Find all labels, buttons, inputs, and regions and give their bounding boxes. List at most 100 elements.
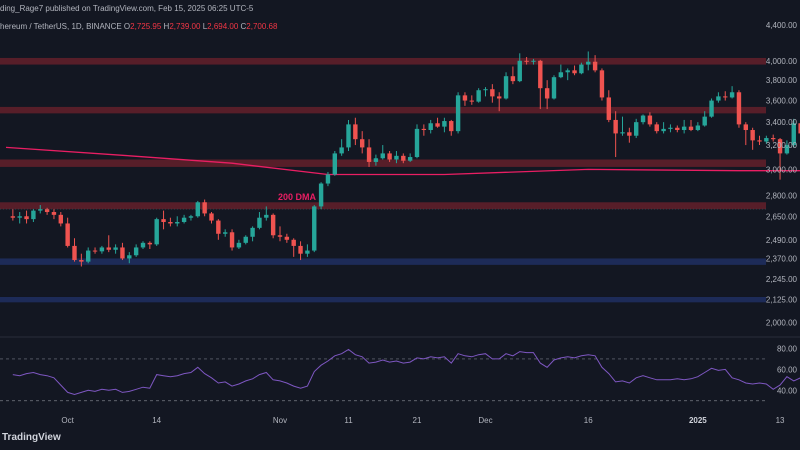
candle-body xyxy=(579,64,584,74)
candle-body xyxy=(551,77,557,99)
price-axis-label: 3,000.00 xyxy=(766,165,798,174)
candle-body xyxy=(346,124,351,148)
candle-body xyxy=(58,214,63,224)
candle-body xyxy=(483,89,488,91)
candle-body xyxy=(243,236,248,243)
time-axis-label: Dec xyxy=(478,416,492,425)
tradingview-logo-text: TradingView xyxy=(2,432,61,443)
symbol-ohlc-line: hereum / TetherUS, 1D, BINANCE O2,725.95… xyxy=(0,22,277,31)
candle-body xyxy=(716,96,721,101)
candle-body xyxy=(65,223,70,246)
candle-body xyxy=(675,127,680,131)
candle-body xyxy=(353,124,358,140)
ohlc-high: 2,739.00 xyxy=(169,22,201,31)
candle-body xyxy=(366,147,372,162)
price-axis-label: 3,200.00 xyxy=(766,141,798,150)
candle-body xyxy=(599,70,605,98)
candle-body xyxy=(175,222,180,224)
price-axis-label: 4,000.00 xyxy=(766,57,798,66)
candle-body xyxy=(133,247,139,256)
symbol-label: hereum / TetherUS, 1D, BINANCE xyxy=(0,22,122,31)
candle-body xyxy=(791,123,796,146)
candle-body xyxy=(223,232,228,234)
candle-body xyxy=(339,147,344,154)
candle-body xyxy=(277,235,283,237)
candle-body xyxy=(544,88,550,99)
candle-body xyxy=(216,220,221,234)
candle-body xyxy=(127,255,132,259)
candle-body xyxy=(681,126,687,131)
candle-body xyxy=(38,209,43,211)
time-axis-label: 13 xyxy=(776,416,785,425)
candle-body xyxy=(24,216,29,220)
candle-body xyxy=(476,90,481,102)
candle-body xyxy=(798,123,800,134)
time-axis-label: Nov xyxy=(273,416,287,425)
candle-body xyxy=(627,132,632,136)
candle-body xyxy=(750,130,755,141)
candle-body xyxy=(332,153,337,175)
ohlc-close-label: C xyxy=(240,22,247,31)
price-axis-label: 4,400.00 xyxy=(766,21,798,30)
candle-body xyxy=(407,157,413,161)
candle-body xyxy=(44,209,50,213)
candle-body xyxy=(394,155,399,160)
price-axis-label: 2,490.00 xyxy=(766,236,798,245)
candle-body xyxy=(51,212,57,215)
candle-body xyxy=(442,121,447,127)
candle-body xyxy=(435,123,440,127)
candle-body xyxy=(558,72,564,78)
candle-body xyxy=(421,128,427,131)
price-axis-label: 2,125.00 xyxy=(766,296,798,305)
candle-body xyxy=(503,76,509,99)
candle-body xyxy=(31,210,36,220)
candle-body xyxy=(229,232,235,248)
time-axis-label: 11 xyxy=(344,416,353,425)
candle-body xyxy=(257,217,262,228)
candle-body xyxy=(640,115,646,123)
candle-body xyxy=(709,100,714,117)
price-axis-label: 2,370.00 xyxy=(766,254,798,263)
publisher-line: ding_Rage7 published on TradingView.com,… xyxy=(0,4,254,13)
candle-body xyxy=(270,214,276,236)
candle-body xyxy=(743,124,748,131)
candle-body xyxy=(784,145,790,154)
price-axis-label: 3,600.00 xyxy=(766,97,798,106)
candle-body xyxy=(455,95,461,132)
candle-body xyxy=(113,247,118,250)
candle-body xyxy=(661,128,666,132)
candle-body xyxy=(195,202,200,217)
support-zone xyxy=(0,296,766,303)
candle-body xyxy=(428,123,433,131)
candle-body xyxy=(490,89,495,97)
ohlc-close: 2,700.68 xyxy=(246,22,278,31)
dma-200-label: 200 DMA xyxy=(278,192,317,202)
ohlc-open-label: O xyxy=(123,22,131,31)
price-axis-label: 2,245.00 xyxy=(766,275,798,284)
candle-body xyxy=(209,213,214,221)
candle-body xyxy=(72,245,77,261)
candle-body xyxy=(360,139,365,148)
price-axis-label: 2,000.00 xyxy=(766,319,798,328)
rsi-axis-label: 40.00 xyxy=(777,386,798,395)
resistance-zone xyxy=(0,57,766,65)
candle-body xyxy=(695,125,701,131)
candle-body xyxy=(99,247,105,252)
candle-body xyxy=(771,138,776,140)
candle-body xyxy=(147,242,153,245)
candle-body xyxy=(414,128,420,158)
candle-body xyxy=(531,60,536,62)
resistance-zone xyxy=(0,159,766,167)
resistance-zone xyxy=(0,202,766,210)
candle-body xyxy=(373,158,379,162)
time-axis-label: 16 xyxy=(584,416,593,425)
ohlc-open: 2,725.95 xyxy=(130,22,162,31)
candle-body xyxy=(264,214,269,218)
candle-body xyxy=(154,219,159,245)
time-axis-label: 2025 xyxy=(689,416,707,425)
candle-body xyxy=(572,70,577,74)
candle-body xyxy=(92,250,98,252)
candle-body xyxy=(736,92,742,125)
candle-body xyxy=(449,121,454,132)
